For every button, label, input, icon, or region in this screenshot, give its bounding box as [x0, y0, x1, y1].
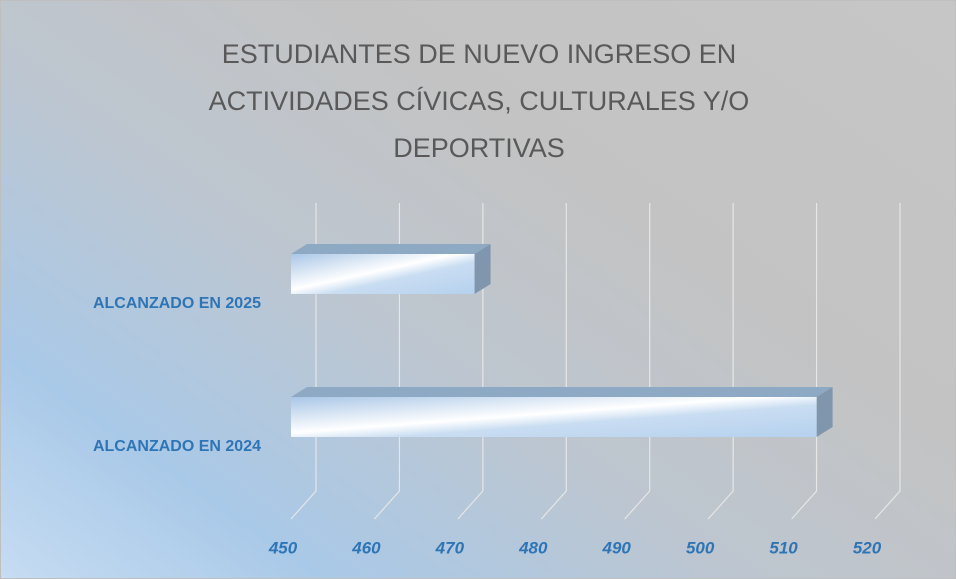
category-label: ALCANZADO EN 2024	[93, 438, 261, 455]
chart-title: ESTUDIANTES DE NUEVO INGRESO EN ACTIVIDA…	[208, 39, 750, 163]
x-tick-label: 460	[351, 538, 381, 557]
bar-top	[291, 387, 833, 397]
category-label: ALCANZADO EN 2025	[93, 295, 261, 312]
x-tick-label: 520	[853, 538, 882, 557]
x-tick-label: 480	[518, 538, 548, 557]
grid-line	[624, 203, 651, 520]
grid-line	[874, 203, 901, 520]
grid-line	[540, 203, 567, 520]
bar-top	[291, 244, 491, 254]
grid-line	[373, 203, 401, 520]
grid-line	[290, 203, 317, 520]
grid-line	[457, 203, 484, 520]
x-tick-label: 490	[602, 538, 632, 557]
x-tick-label: 510	[769, 538, 798, 557]
x-tick-label: 470	[435, 538, 465, 557]
x-tick-label: 450	[268, 538, 298, 557]
bar-side	[474, 244, 491, 294]
grid-line	[707, 203, 734, 520]
bar	[291, 397, 817, 437]
x-tick-label: 500	[686, 538, 715, 557]
bar-side	[816, 387, 833, 437]
bar	[291, 254, 475, 294]
grid-line	[791, 203, 818, 520]
